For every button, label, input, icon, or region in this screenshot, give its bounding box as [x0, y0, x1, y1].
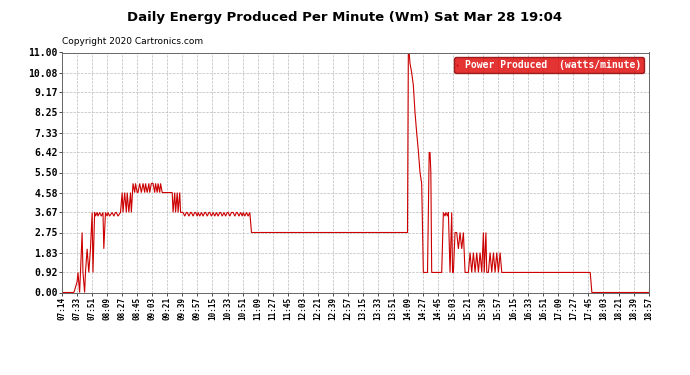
- Text: Copyright 2020 Cartronics.com: Copyright 2020 Cartronics.com: [62, 38, 204, 46]
- Legend: Power Produced  (watts/minute): Power Produced (watts/minute): [454, 57, 644, 73]
- Text: Daily Energy Produced Per Minute (Wm) Sat Mar 28 19:04: Daily Energy Produced Per Minute (Wm) Sa…: [128, 11, 562, 24]
